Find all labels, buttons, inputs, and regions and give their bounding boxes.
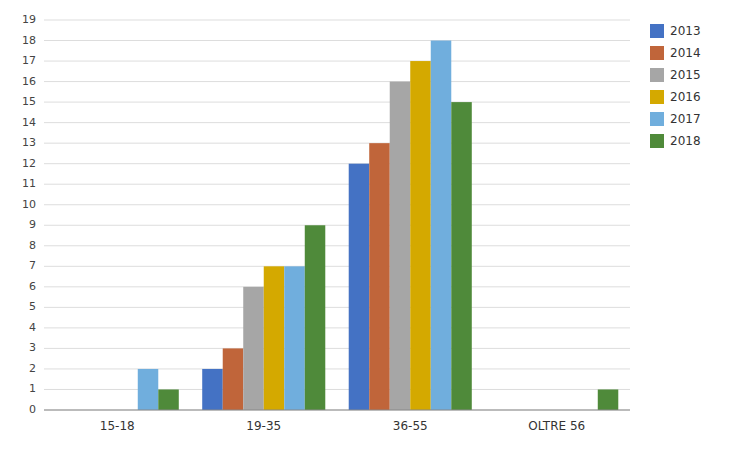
- bar: [243, 287, 264, 410]
- legend-swatch: [650, 68, 664, 82]
- legend-label: 2017: [670, 112, 701, 126]
- y-tick-label: 5: [29, 300, 36, 313]
- y-tick-label: 6: [29, 280, 36, 293]
- legend-swatch: [650, 134, 664, 148]
- grid-line: [44, 266, 630, 267]
- y-tick-label: 19: [22, 13, 36, 26]
- grid-line: [44, 286, 630, 287]
- y-tick-label: 0: [29, 403, 36, 416]
- y-tick-label: 8: [29, 239, 36, 252]
- y-tick-label: 3: [29, 341, 36, 354]
- y-tick-label: 17: [22, 54, 36, 67]
- grid-line: [44, 102, 630, 103]
- legend-swatch: [650, 24, 664, 38]
- legend-label: 2016: [670, 90, 701, 104]
- grid-line: [44, 389, 630, 390]
- bar: [390, 82, 411, 410]
- y-tick-label: 4: [29, 321, 36, 334]
- bar: [305, 225, 326, 410]
- grid-line: [44, 410, 630, 411]
- x-tick-label: 36-55: [393, 419, 428, 433]
- y-tick-label: 11: [22, 177, 36, 190]
- bar: [138, 369, 159, 410]
- bar: [349, 164, 370, 410]
- y-tick-label: 15: [22, 95, 36, 108]
- chart-svg: 01234567891011121314151617181915-1819-35…: [0, 0, 750, 450]
- grid-line: [44, 143, 630, 144]
- grid-line: [44, 163, 630, 164]
- legend-label: 2015: [670, 68, 701, 82]
- grid-line: [44, 348, 630, 349]
- y-tick-label: 10: [22, 198, 36, 211]
- grid-line: [44, 40, 630, 41]
- grid-line: [44, 61, 630, 62]
- bar: [598, 389, 619, 410]
- legend-swatch: [650, 46, 664, 60]
- x-axis-line: [44, 410, 630, 411]
- y-tick-label: 7: [29, 259, 36, 272]
- grid-line: [44, 327, 630, 328]
- grid-line: [44, 368, 630, 369]
- grid-line: [44, 225, 630, 226]
- legend-label: 2018: [670, 134, 701, 148]
- x-axis: 15-18 19-35 36-55 OLTRE 56: [44, 410, 630, 433]
- legend-label: 2014: [670, 46, 701, 60]
- y-tick-label: 13: [22, 136, 36, 149]
- grid-line: [44, 81, 630, 82]
- legend-label: 2013: [670, 24, 701, 38]
- legend: 2013 2014 2015 2016 2017 2018: [650, 24, 701, 149]
- grid-line: [44, 20, 630, 21]
- chart-container: 01234567891011121314151617181915-1819-35…: [0, 0, 750, 450]
- y-tick-label: 14: [22, 116, 36, 129]
- legend-swatch: [650, 90, 664, 104]
- y-tick-label: 1: [29, 382, 36, 395]
- x-tick-label: 15-18: [100, 419, 135, 433]
- grid-line: [44, 307, 630, 308]
- bar: [410, 61, 431, 410]
- x-tick-label: OLTRE 56: [528, 419, 585, 433]
- y-tick-label: 18: [22, 34, 36, 47]
- bar: [202, 369, 223, 410]
- bar: [369, 143, 390, 410]
- y-tick-label: 16: [22, 75, 36, 88]
- y-tick-label: 12: [22, 157, 36, 170]
- bar: [264, 266, 285, 410]
- legend-swatch: [650, 112, 664, 126]
- bar: [431, 41, 452, 410]
- grid-line: [44, 245, 630, 246]
- bars: [138, 41, 619, 410]
- bar: [284, 266, 305, 410]
- bar: [223, 348, 244, 410]
- y-axis: 012345678910111213141516171819: [22, 13, 36, 416]
- bar: [158, 389, 179, 410]
- bar: [451, 102, 472, 410]
- x-tick-label: 19-35: [246, 419, 281, 433]
- grid: [44, 20, 630, 410]
- grid-line: [44, 204, 630, 205]
- y-tick-label: 2: [29, 362, 36, 375]
- y-tick-label: 9: [29, 218, 36, 231]
- grid-line: [44, 184, 630, 185]
- grid-line: [44, 122, 630, 123]
